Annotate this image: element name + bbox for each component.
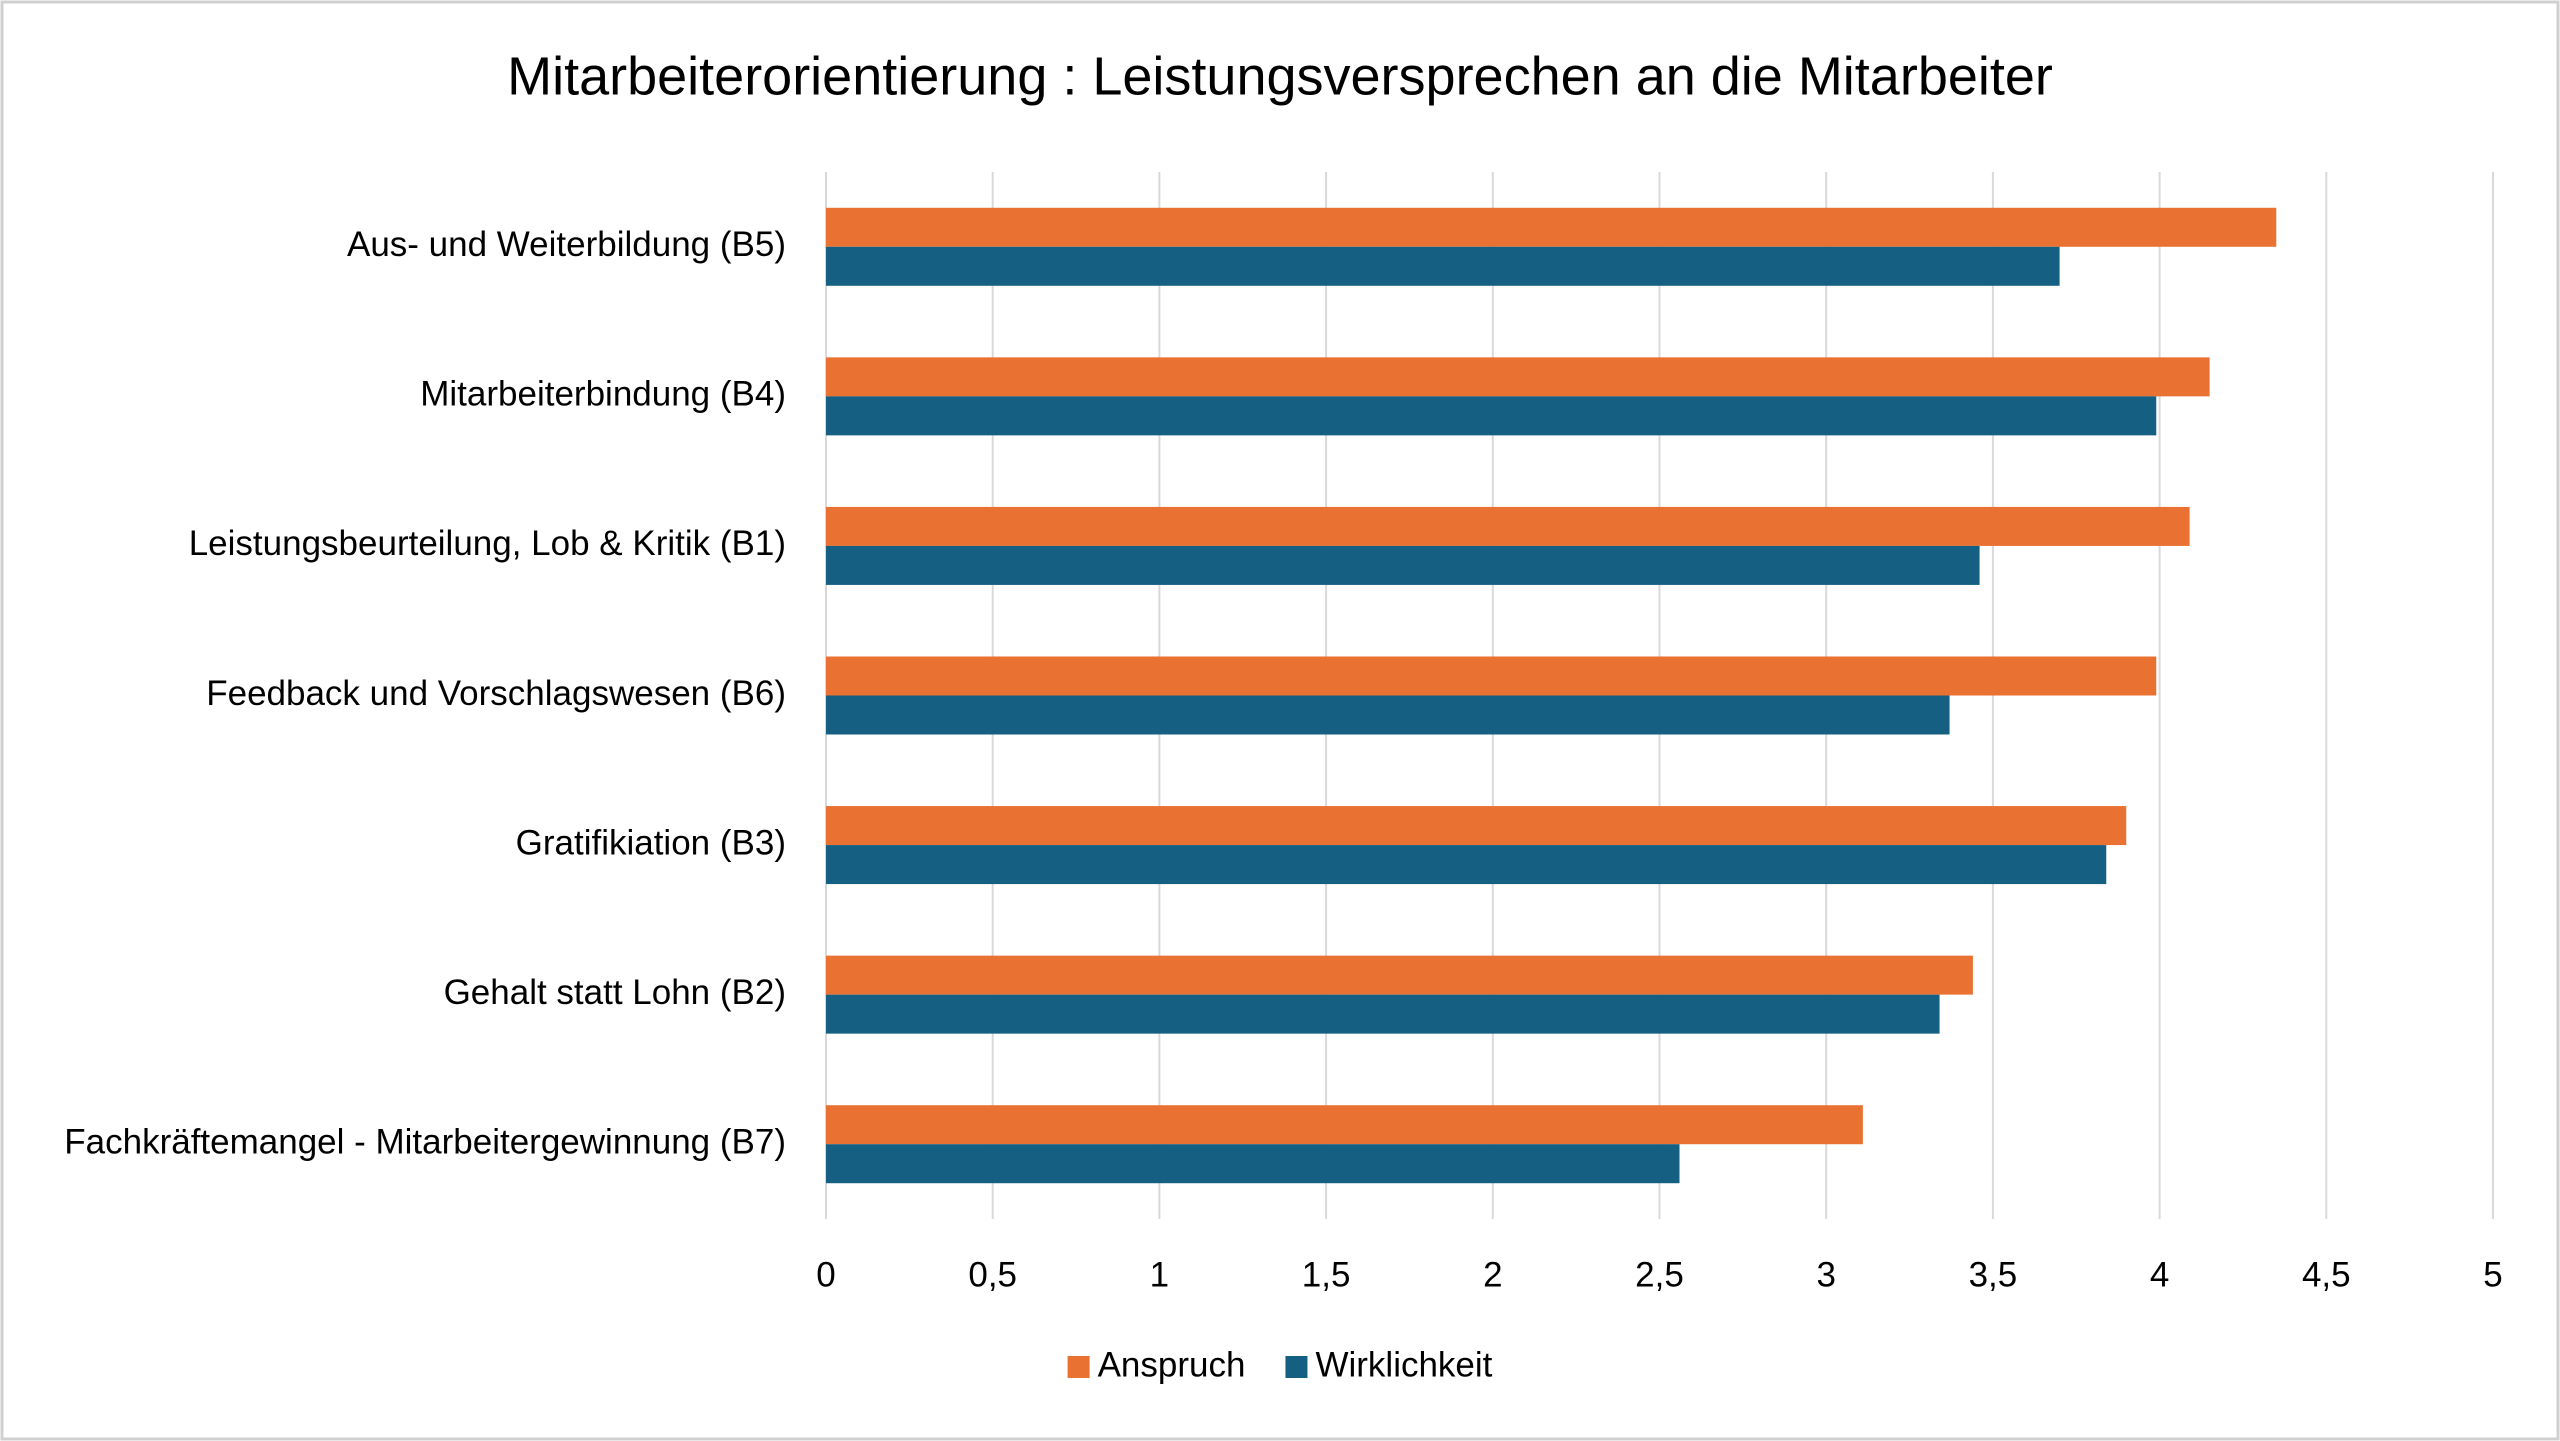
bar — [826, 357, 2210, 397]
x-tick-label: 0,5 — [968, 1255, 1017, 1294]
bar — [826, 207, 2277, 247]
legend-swatch — [1285, 1356, 1308, 1378]
y-tick-label: Gratifikiation (B3) — [516, 823, 786, 862]
legend-swatch — [1067, 1356, 1090, 1378]
x-tick-label: 5 — [2483, 1255, 2502, 1294]
bar — [826, 396, 2157, 436]
bar — [826, 695, 1950, 735]
legend-label: Wirklichkeit — [1315, 1345, 1492, 1384]
y-tick-label: Fachkräftemangel - Mitarbeitergewinnung … — [64, 1122, 786, 1161]
y-tick-label: Gehalt statt Lohn (B2) — [444, 973, 786, 1012]
x-tick-label: 0 — [816, 1255, 835, 1294]
x-tick-label: 1,5 — [1302, 1255, 1351, 1294]
x-tick-label: 3 — [1816, 1255, 1835, 1294]
x-tick-label: 3,5 — [1969, 1255, 2018, 1294]
y-tick-label: Leistungsbeurteilung, Lob & Kritik (B1) — [189, 524, 786, 563]
chart-title: Mitarbeiterorientierung : Leistungsversp… — [507, 46, 2053, 106]
bar — [826, 845, 2107, 885]
bar — [826, 656, 2157, 696]
x-tick-label: 2 — [1483, 1255, 1502, 1294]
bar — [826, 246, 2060, 286]
bar — [826, 545, 1980, 585]
x-tick-label: 2,5 — [1635, 1255, 1684, 1294]
y-tick-label: Mitarbeiterbindung (B4) — [420, 375, 786, 414]
bar — [826, 955, 1973, 995]
y-tick-label: Aus- und Weiterbildung (B5) — [347, 225, 786, 264]
x-tick-label: 4,5 — [2302, 1255, 2351, 1294]
legend-label: Anspruch — [1098, 1345, 1246, 1384]
bar — [826, 1105, 1863, 1145]
y-tick-label: Feedback und Vorschlagswesen (B6) — [206, 674, 786, 713]
x-tick-label: 4 — [2150, 1255, 2169, 1294]
bar — [826, 506, 2190, 546]
x-tick-label: 1 — [1150, 1255, 1169, 1294]
bar — [826, 806, 2127, 846]
bar — [826, 1144, 1680, 1184]
bar — [826, 994, 1940, 1034]
